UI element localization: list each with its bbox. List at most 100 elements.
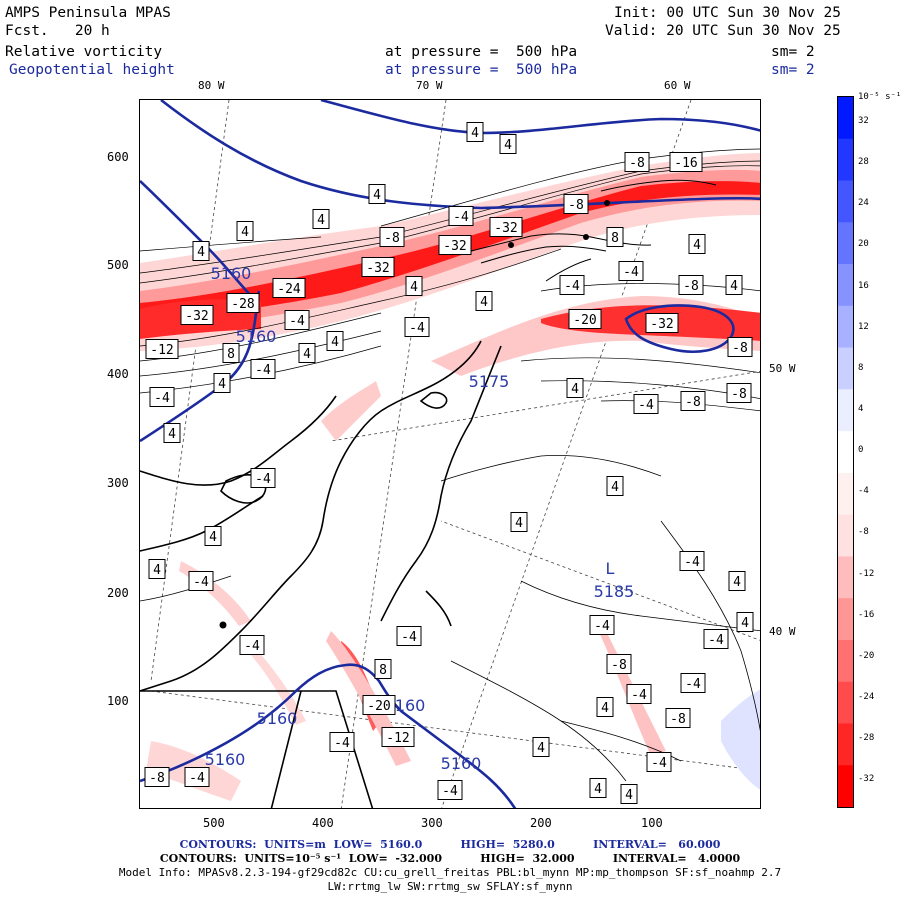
vorticity-contour-label: 8 xyxy=(606,227,624,247)
model-title: AMPS Peninsula MPAS xyxy=(5,5,171,21)
vorticity-contour-label: 4 xyxy=(148,559,166,579)
vorticity-contour-label: -32 xyxy=(180,305,214,325)
vorticity-contour-label: 4 xyxy=(475,291,493,311)
colorbar-swatch xyxy=(838,681,853,724)
svg-text:-4: -4 xyxy=(651,756,667,771)
vorticity-contour-label: -8 xyxy=(727,337,753,357)
valid-time: Valid: 20 UTC Sun 30 Nov 25 xyxy=(605,23,841,39)
y-tick-400: 400 xyxy=(107,367,129,381)
svg-text:4: 4 xyxy=(331,335,339,350)
colorbar-swatch xyxy=(838,556,853,599)
vorticity-contour-label: -32 xyxy=(489,217,523,237)
vorticity-contour-label: -4 xyxy=(437,780,463,800)
svg-text:4: 4 xyxy=(537,741,545,756)
vorticity-contour-label: -28 xyxy=(226,293,260,313)
y-tick-500: 500 xyxy=(107,258,129,272)
vorticity-contour-label: 4 xyxy=(163,423,181,443)
colorbar-level-label: -8 xyxy=(858,527,869,538)
colorbar-level-label: -20 xyxy=(858,650,875,661)
vorticity-contour-label: -32 xyxy=(361,257,395,277)
svg-text:-32: -32 xyxy=(443,239,466,254)
footer-height-contours: CONTOURS: UNITS=m LOW= 5160.0 HIGH= 5280… xyxy=(179,838,721,851)
svg-text:4: 4 xyxy=(410,280,418,295)
svg-text:4: 4 xyxy=(241,225,249,240)
y-tick-200: 200 xyxy=(107,586,129,600)
vorticity-contour-label: 4 xyxy=(736,612,754,632)
colorbar-swatch xyxy=(838,514,853,557)
svg-text:-8: -8 xyxy=(384,231,400,246)
vorticity-contour-label: -4 xyxy=(680,673,706,693)
svg-text:-12: -12 xyxy=(386,731,409,746)
svg-text:-20: -20 xyxy=(573,313,596,328)
svg-text:-4: -4 xyxy=(401,630,417,645)
vorticity-contour-label: -4 xyxy=(448,206,474,226)
field2-name: Geopotential height xyxy=(9,62,175,78)
height-contour-label: 5160 xyxy=(236,327,277,346)
colorbar-level-label: -16 xyxy=(858,609,875,620)
svg-text:4: 4 xyxy=(168,427,176,442)
svg-text:-8: -8 xyxy=(731,387,747,402)
field2-smooth: sm= 2 xyxy=(771,62,815,78)
svg-text:8: 8 xyxy=(379,663,387,678)
vorticity-contour-label: 4 xyxy=(532,737,550,757)
vorticity-contour-label: -4 xyxy=(633,394,659,414)
vorticity-contour-label: -8 xyxy=(606,654,632,674)
svg-text:-4: -4 xyxy=(623,265,639,280)
svg-text:4: 4 xyxy=(594,782,602,797)
svg-text:8: 8 xyxy=(227,347,235,362)
vorticity-contour-label: -12 xyxy=(381,727,415,747)
svg-text:-4: -4 xyxy=(453,210,469,225)
vorticity-contour-label: 4 xyxy=(728,571,746,591)
svg-text:-32: -32 xyxy=(650,317,673,332)
svg-text:4: 4 xyxy=(373,188,381,203)
field1-name: Relative vorticity xyxy=(5,44,163,60)
svg-text:-8: -8 xyxy=(629,156,645,171)
colorbar-level-label: 32 xyxy=(858,116,869,126)
svg-text:-4: -4 xyxy=(442,784,458,799)
vorticity-contour-label: 8 xyxy=(222,343,240,363)
vorticity-contour-label: -20 xyxy=(568,309,602,329)
forecast-hour: Fcst. 20 h xyxy=(5,23,110,39)
vorticity-contour-label: -8 xyxy=(665,708,691,728)
svg-text:4: 4 xyxy=(730,279,738,294)
svg-text:-4: -4 xyxy=(708,633,724,648)
svg-text:-4: -4 xyxy=(409,321,425,336)
vorticity-contour-label: -4 xyxy=(646,752,672,772)
svg-text:4: 4 xyxy=(197,245,205,260)
vorticity-contour-label: -4 xyxy=(250,468,276,488)
vorticity-contour-label: 4 xyxy=(213,373,231,393)
svg-text:-8: -8 xyxy=(149,771,165,786)
init-time: Init: 00 UTC Sun 30 Nov 25 xyxy=(614,5,841,21)
svg-text:-4: -4 xyxy=(244,639,260,654)
vorticity-contour-label: -4 xyxy=(250,359,276,379)
svg-text:-4: -4 xyxy=(638,398,654,413)
vorticity-contour-label: 4 xyxy=(606,476,624,496)
vorticity-contour-label: -12 xyxy=(145,339,179,359)
vorticity-contour-label: 4 xyxy=(620,784,638,804)
vorticity-contour-label: -4 xyxy=(703,629,729,649)
vorticity-patch-positive xyxy=(721,689,760,790)
vorticity-contour-label: 4 xyxy=(405,276,423,296)
vorticity-contour-label: -8 xyxy=(624,152,650,172)
vorticity-contour-label: 4 xyxy=(326,331,344,351)
field1-level: at pressure = 500 hPa xyxy=(385,44,578,60)
vorticity-contour-label: -4 xyxy=(396,626,422,646)
y-tick-600: 600 xyxy=(107,150,129,164)
vorticity-contour-label: -4 xyxy=(626,684,652,704)
svg-text:4: 4 xyxy=(471,126,479,141)
colorbar-level-label: 4 xyxy=(858,403,864,414)
field2-level: at pressure = 500 hPa xyxy=(385,62,578,78)
field1-smooth: sm= 2 xyxy=(771,44,815,60)
vorticity-contour-label: 4 xyxy=(298,343,316,363)
svg-text:-24: -24 xyxy=(277,282,301,297)
svg-text:-12: -12 xyxy=(150,343,173,358)
height-contour-label: 5160 xyxy=(441,754,482,773)
lon-label-70w: 70 W xyxy=(416,79,443,92)
colorbar-swatch xyxy=(838,347,853,390)
svg-text:-4: -4 xyxy=(289,314,305,329)
vorticity-contour-label: -4 xyxy=(404,317,430,337)
colorbar-level-label: -24 xyxy=(858,691,875,702)
colorbar-level-label: 16 xyxy=(858,280,869,291)
vorticity-contour-label: -4 xyxy=(589,615,615,635)
svg-text:-4: -4 xyxy=(154,391,170,406)
